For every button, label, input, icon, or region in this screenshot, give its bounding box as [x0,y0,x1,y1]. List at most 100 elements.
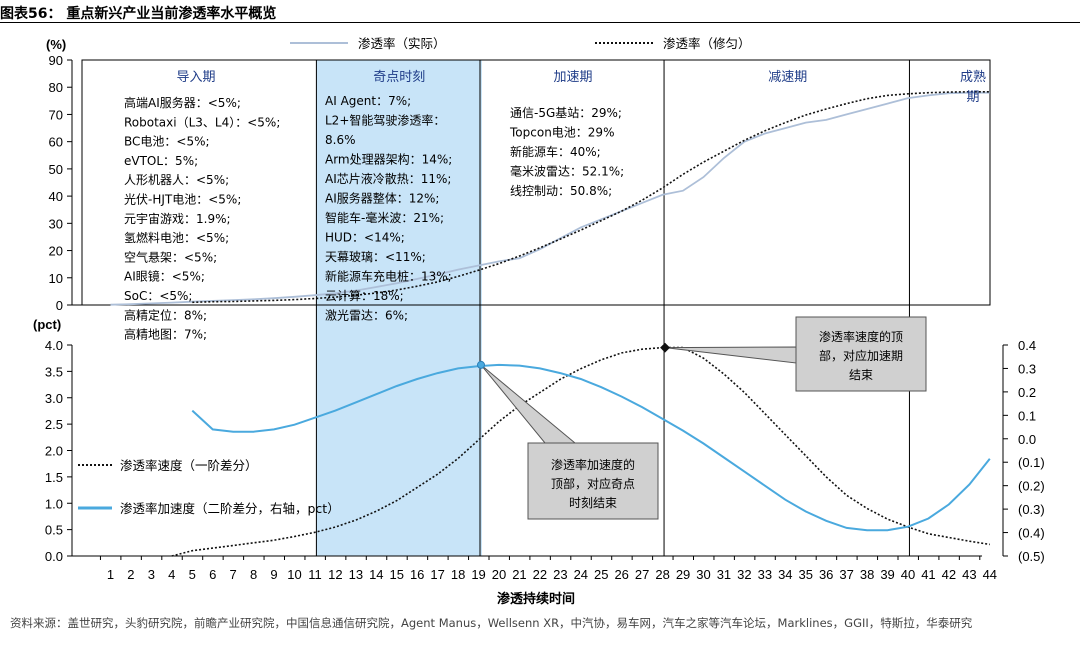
top-y-tick: 30 [49,216,63,231]
x-tick: 42 [942,567,956,582]
intro-note: 人形机器人：<5%; [124,173,229,187]
phase-label-3: 加速期 [554,70,593,85]
singularity-note: AI芯片液冷散热：11%; [325,171,451,186]
x-tick: 4 [168,567,175,582]
right-y-tick: 0.1 [1018,408,1036,423]
phase-label-4: 减速期 [768,70,807,85]
singularity-note: HUD：<14%; [325,231,405,245]
bottom-y-tick: 2.0 [45,444,63,459]
bottom-y-tick: 1.5 [45,470,63,485]
acceleration-note: 毫米波雷达：52.1%; [510,164,624,179]
x-tick: 40 [901,567,915,582]
singularity-note: 新能源车充电桩：13%; [325,269,452,284]
singularity-note: Arm处理器架构：14%; [325,152,452,167]
callout-text-1: 顶部，对应奇点 [551,476,635,491]
x-tick: 41 [921,567,935,582]
top-y-tick: 70 [49,107,63,122]
intro-note: 元宇宙游戏：1.9%; [124,211,231,226]
bottom-y-unit: (pct) [33,317,61,332]
top-y-tick: 20 [49,244,63,259]
top-y-tick: 50 [49,162,63,177]
x-tick: 37 [839,567,853,582]
velocity-peak-marker [660,342,670,353]
chart: 导入期 奇点时刻 加速期 减速期 成熟期 (%)90 80 70 60 50 40 30 20 10 0 (p… [33,36,1045,606]
phase-label-1: 导入期 [176,70,215,85]
callout-box-1 [527,442,659,520]
bottom-y-tick: 3.5 [45,364,63,379]
phase-label-2: 奇点时刻 [373,69,425,85]
singularity-note: 云计算：18%; [325,288,404,303]
callout-text-2: 结束 [849,368,873,382]
accel-peak-marker [477,360,485,369]
acceleration-note: Topcon电池：29% [509,126,614,140]
intro-note: 高端AI服务器：<5%; [124,95,241,110]
x-tick: 17 [430,567,444,582]
series-line-velocity [171,346,990,557]
callout-text-2: 渗透率速度的顶 [819,329,903,344]
right-y-tick: 0.4 [1018,338,1036,353]
x-tick: 39 [880,567,894,582]
top-y-tick: 40 [49,189,63,204]
x-tick: 26 [614,567,628,582]
x-tick: 44 [983,567,997,582]
right-y-tick: 0.0 [1018,432,1036,447]
x-tick: 8 [250,567,257,582]
intro-note: 氢燃料电池：<5%; [124,230,229,245]
callout-text-1: 渗透率加速度的 [551,457,635,472]
intro-note: eVTOL：5%; [124,154,198,168]
x-tick: 43 [962,567,976,582]
intro-note: 光伏-HJT电池：<5%; [124,193,241,207]
x-tick: 33 [758,567,772,582]
singularity-note: 天幕玻璃：<11%; [325,250,426,264]
x-tick: 27 [635,567,649,582]
legend-label-smoothed: 渗透率（修匀） [663,36,751,51]
x-tick: 16 [410,567,424,582]
x-tick: 20 [492,567,506,582]
top-y-tick: 80 [49,80,63,95]
x-tick: 19 [471,567,485,582]
series-line-acceleration [191,363,991,532]
bottom-y-tick: 2.5 [45,417,63,432]
x-tick: 32 [737,567,751,582]
right-y-tick: (0.3) [1018,502,1045,517]
x-tick: 34 [778,567,792,582]
right-y-tick: 0.3 [1018,361,1036,376]
top-y-tick: 90 [49,53,63,68]
singularity-note: 8.6% [325,133,356,147]
series-lines [110,91,991,557]
series-line-smoothed [192,91,990,304]
acceleration-note: 新能源车：40%; [510,144,601,159]
callout-pointer-2 [664,346,797,364]
right-y-tick: (0.5) [1018,549,1045,564]
x-tick: 7 [230,567,237,582]
source-note: 资料来源：盖世研究，头豹研究院，前瞻产业研究院，中国信息通信研究院，Agent … [10,616,973,630]
x-tick: 25 [594,567,608,582]
top-y-unit: (%) [46,37,66,52]
x-tick: 18 [451,567,465,582]
title-divider [0,22,1080,23]
singularity-note: AI服务器整体：12%; [325,191,439,206]
bottom-y-tick: 4.0 [45,338,63,353]
bottom-y-tick: 0.0 [45,549,63,564]
x-tick: 36 [819,567,833,582]
figure-title: 图表56： 重点新兴产业当前渗透率水平概览 [0,6,277,22]
top-y-tick: 10 [49,271,63,286]
x-tick: 31 [717,567,731,582]
x-tick: 10 [287,567,301,582]
x-tick: 5 [189,567,196,582]
x-tick: 21 [512,567,526,582]
singularity-note: 激光雷达：6%; [325,309,408,323]
legend-label-velocity: 渗透率速度（一阶差分） [120,458,258,473]
x-tick: 38 [860,567,874,582]
intro-note: 高精地图：7%; [124,327,207,342]
bottom-y-tick: 1.0 [45,496,63,511]
acceleration-note: 线控制动：50.8%; [510,184,612,198]
callout-text-2: 部，对应加速期 [819,348,903,363]
singularity-note: L2+智能驾驶渗透率： [325,113,445,128]
singularity-note: 智能车-毫米波：21%; [325,210,444,225]
right-y-tick: (0.1) [1018,455,1045,470]
x-tick: 30 [696,567,710,582]
x-tick: 6 [209,567,216,582]
x-tick: 15 [390,567,404,582]
chart-text: 导入期 奇点时刻 加速期 减速期 成熟期 (%)90 80 70 60 50 40 30 20 10 0 (p… [33,36,1045,606]
